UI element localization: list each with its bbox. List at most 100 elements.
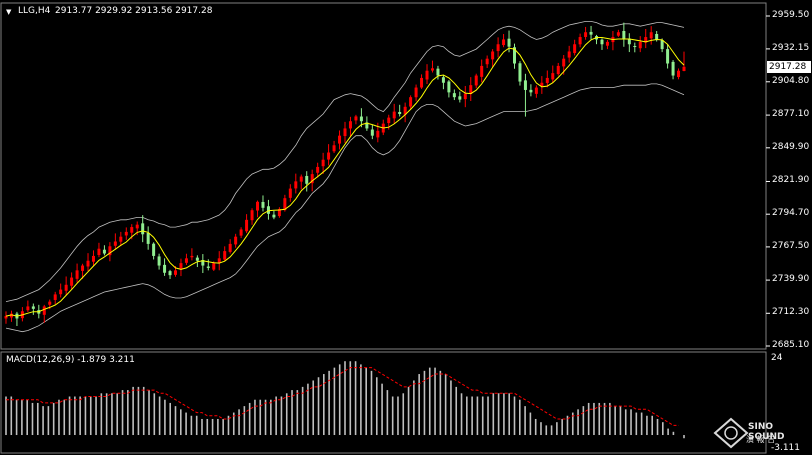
price-tick-label: 2712.30: [772, 307, 810, 318]
price-tick-label: 2877.10: [772, 109, 810, 120]
candle-body: [316, 166, 320, 173]
candle-body: [130, 227, 134, 233]
bollinger-bands: [5, 21, 685, 333]
candle-body: [75, 270, 79, 279]
candle-body: [141, 223, 145, 235]
candle-body: [70, 277, 74, 286]
candle-body: [540, 82, 544, 87]
moving-average: [5, 37, 685, 317]
candle-body: [485, 58, 489, 65]
candle-body: [622, 31, 626, 40]
candle-body: [48, 301, 52, 305]
watermark-logo: [712, 417, 750, 449]
candle-body: [59, 289, 63, 295]
candle-body: [212, 263, 216, 270]
candle-body: [441, 77, 445, 83]
price-panel-border: [0, 2, 767, 350]
candle-body: [31, 306, 35, 309]
price-tick-label: 2685.10: [772, 340, 810, 350]
candle-body: [97, 248, 101, 255]
candle-body: [91, 255, 95, 262]
candle-body: [299, 176, 303, 182]
candle-body: [502, 39, 506, 46]
candle-body: [655, 33, 659, 40]
candle-body: [239, 229, 243, 236]
candle-body: [217, 258, 221, 264]
candle-body: [414, 87, 418, 98]
candle-body: [589, 31, 593, 35]
candle-body: [119, 236, 123, 242]
candle-body: [163, 264, 167, 273]
candle-body: [409, 97, 413, 107]
candle-body: [184, 258, 188, 263]
candle-body: [359, 116, 363, 122]
candle-body: [124, 231, 128, 236]
candle-body: [491, 51, 495, 60]
candle-body: [81, 265, 85, 271]
price-tick-label: 2932.15: [772, 42, 810, 53]
candle-body: [578, 37, 582, 45]
candle-body: [562, 58, 566, 67]
current-price-label: 2917.28: [767, 61, 811, 73]
candle-body: [518, 63, 522, 82]
candle-body: [365, 122, 369, 129]
price-tick-label: 2739.90: [772, 274, 810, 285]
candle-body: [458, 96, 462, 100]
candle-body: [206, 266, 210, 268]
candle-body: [573, 44, 577, 54]
macd-signal: [6, 367, 679, 426]
symbol-dropdown-icon[interactable]: ▼: [6, 8, 12, 16]
candle-body: [102, 249, 106, 254]
candle-body: [545, 77, 549, 83]
candle-body: [507, 38, 511, 47]
candle-body: [53, 294, 57, 300]
candle-body: [447, 81, 451, 93]
candle-body: [234, 236, 238, 245]
candle-body: [348, 121, 352, 129]
candle-body: [376, 130, 380, 138]
candle-body: [605, 41, 609, 46]
price-tick-label: 2904.80: [772, 75, 810, 86]
candle-body: [567, 51, 571, 58]
candle-body: [660, 40, 664, 50]
candle-body: [310, 174, 314, 184]
candle-body: [354, 116, 358, 121]
candle-body: [556, 65, 560, 75]
candle-body: [420, 77, 424, 88]
candle-body: [201, 260, 205, 266]
candles: [4, 22, 686, 327]
candle-body: [682, 66, 686, 71]
candle-body: [288, 188, 292, 198]
candle-body: [480, 65, 484, 77]
chart-symbol: LLG,H4: [18, 6, 51, 16]
candle-body: [26, 306, 30, 311]
macd-scale-bottom: -3.111: [771, 443, 801, 453]
candle-body: [168, 271, 172, 276]
candle-body: [135, 224, 139, 229]
logo-icon: [713, 417, 749, 449]
candle-body: [644, 37, 648, 43]
candle-body: [551, 73, 555, 80]
candle-body: [463, 93, 467, 100]
candle-body: [195, 257, 199, 261]
candle-body: [294, 181, 298, 189]
watermark-sub: 演 報 告: [746, 435, 776, 444]
candle-body: [108, 246, 112, 256]
candle-body: [113, 241, 117, 246]
candle-body: [42, 306, 46, 315]
candle-body: [474, 75, 478, 86]
macd-signal-line: [6, 367, 679, 426]
candle-body: [677, 70, 681, 78]
chart-frame: [0, 2, 770, 454]
candle-body: [452, 93, 456, 98]
candle-body: [179, 263, 183, 269]
candle-body: [523, 80, 527, 90]
candle-body: [425, 70, 429, 80]
candle-body: [534, 87, 538, 94]
candle-body: [327, 152, 331, 160]
price-tick-label: 2821.90: [772, 175, 810, 186]
bollinger-lower-band: [5, 83, 685, 333]
bollinger-upper-band: [5, 21, 685, 302]
